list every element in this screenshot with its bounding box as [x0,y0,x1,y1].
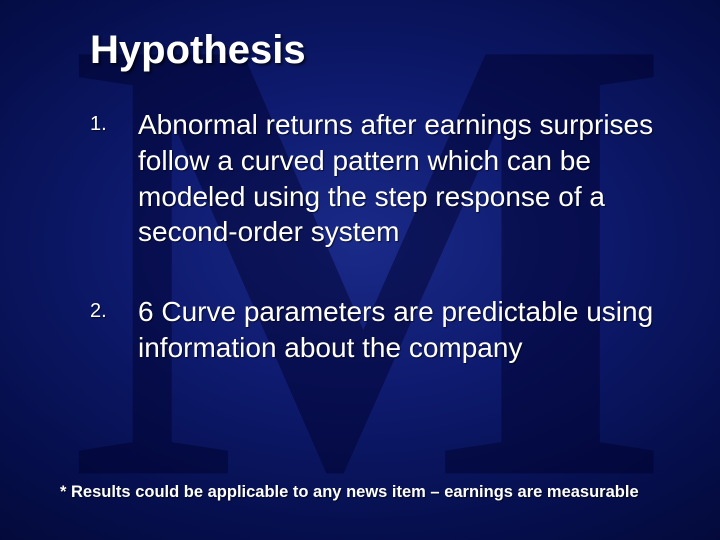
hypothesis-list: 1. Abnormal returns after earnings surpr… [54,107,666,483]
slide-title: Hypothesis [54,28,666,73]
item-number: 2. [90,294,138,323]
slide-container: Hypothesis 1. Abnormal returns after ear… [0,0,720,540]
item-number: 1. [90,107,138,136]
footnote: * Results could be applicable to any new… [54,483,666,502]
item-text: 6 Curve parameters are predictable using… [138,294,666,366]
list-item: 2. 6 Curve parameters are predictable us… [90,294,666,366]
list-item: 1. Abnormal returns after earnings surpr… [90,107,666,250]
item-text: Abnormal returns after earnings surprise… [138,107,666,250]
